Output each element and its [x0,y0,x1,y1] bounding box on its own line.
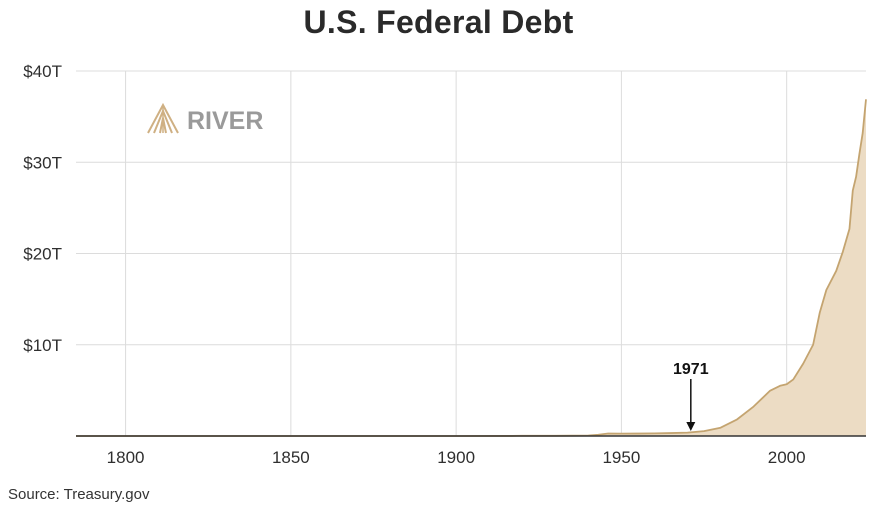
river-logo-icon [147,102,179,134]
river-logo-text: RIVER [187,107,263,135]
x-tick-label: 1950 [602,448,640,467]
annotations: 1971 [673,361,709,431]
x-tick-label: 1800 [107,448,145,467]
series-layer [76,99,867,437]
x-tick-label: 1850 [272,448,310,467]
y-tick-label: $10T [23,336,62,355]
chart-title: U.S. Federal Debt [303,4,574,40]
x-tick-label: 2000 [768,448,806,467]
annotation-1971-label: 1971 [673,361,709,378]
debt-line [76,99,867,437]
debt-area [76,99,866,436]
annotation-arrow-head [686,422,696,431]
tick-labels: $10T $20T $30T $40T 1800 1850 1900 1950 2000 [23,62,805,467]
grid-lines [76,70,866,436]
y-tick-label: $30T [23,153,62,172]
x-tick-label: 1900 [437,448,475,467]
source-note: Source: Treasury.gov [8,486,150,503]
y-tick-label: $40T [23,62,62,81]
river-logo: RIVER [147,102,263,135]
y-tick-label: $20T [23,245,62,264]
